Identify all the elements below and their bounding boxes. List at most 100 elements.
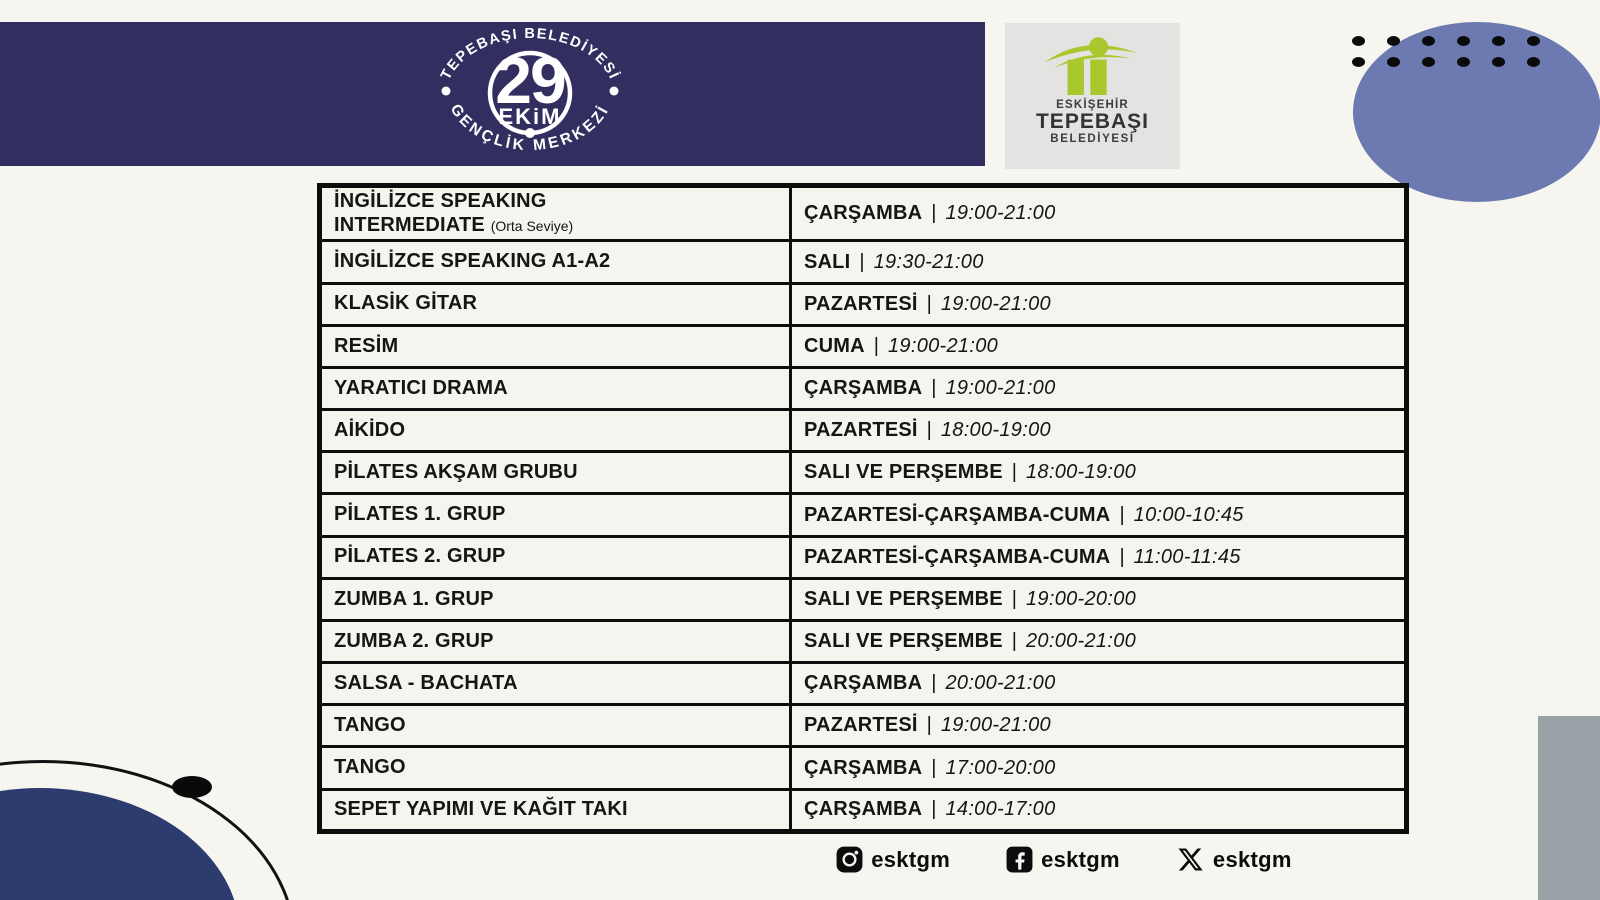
day-label: ÇARŞAMBA [804, 798, 923, 821]
day-label: PAZARTESİ [804, 714, 918, 737]
course-name: YARATICI DRAMA [334, 376, 508, 399]
time-label: 19:00-21:00 [945, 202, 1056, 225]
table-row: PİLATES 1. GRUP PAZARTESİ-ÇARŞAMBA-CUMA |… [318, 492, 1408, 538]
time-label: 19:00-21:00 [940, 714, 1051, 737]
municipality-figure-icon [1044, 37, 1138, 95]
separator: | [926, 292, 932, 315]
time-label: 20:00-21:00 [945, 672, 1056, 695]
day-label: CUMA [804, 334, 865, 357]
table-row: İNGİLİZCE SPEAKING A1-A2 SALI | 19:30-21:0… [318, 239, 1408, 285]
day-label: ÇARŞAMBA [804, 756, 923, 779]
course-cell: AİKİDO [318, 408, 792, 454]
course-cell: PİLATES 2. GRUP [318, 534, 792, 580]
badge-month: EKiM [499, 104, 562, 129]
table-row: PİLATES 2. GRUP PAZARTESİ-ÇARŞAMBA-CUMA |… [318, 534, 1408, 580]
day-time-cell: SALI | 19:30-21:00 [789, 239, 1408, 285]
time-label: 14:00-17:00 [945, 798, 1056, 821]
table-row: İNGİLİZCE SPEAKING INTERMEDIATE (Orta Se… [318, 183, 1408, 243]
day-time-cell: CUMA | 19:00-21:00 [789, 323, 1408, 369]
course-name: PİLATES 1. GRUP [334, 503, 506, 526]
table-row: KLASİK GİTAR PAZARTESİ | 19:00-21:00 [318, 281, 1408, 327]
orbit-dot-decoration [172, 776, 212, 798]
social-facebook: esktgm [1006, 846, 1120, 873]
time-label: 18:00-19:00 [940, 419, 1051, 442]
separator: | [931, 377, 937, 400]
course-name: TANGO [334, 714, 406, 737]
social-instagram: esktgm [836, 846, 950, 873]
course-name: SALSA - BACHATA [334, 671, 518, 694]
x-icon [1178, 848, 1203, 871]
course-cell: İNGİLİZCE SPEAKING INTERMEDIATE (Orta Se… [318, 183, 792, 243]
header-banner [0, 22, 985, 166]
badge-bottom-dot [525, 128, 535, 138]
day-label: ÇARŞAMBA [804, 202, 923, 225]
course-cell: SEPET YAPIMI VE KAĞIT TAKI [318, 787, 792, 834]
separator: | [859, 250, 865, 273]
time-label: 19:00-21:00 [940, 292, 1051, 315]
course-name: PİLATES AKŞAM GRUBU [334, 461, 578, 484]
municipality-word: BELEDİYESİ [1050, 133, 1135, 146]
badge-right-dot [609, 86, 619, 96]
course-note: (Orta Seviye) [490, 217, 574, 234]
day-time-cell: ÇARŞAMBA | 19:00-21:00 [789, 365, 1408, 412]
separator: | [1119, 503, 1125, 526]
schedule-table: İNGİLİZCE SPEAKING INTERMEDIATE (Orta Se… [317, 183, 1409, 834]
separator: | [1119, 545, 1125, 568]
course-cell: ZUMBA 2. GRUP [318, 618, 792, 665]
day-label: PAZARTESİ-ÇARŞAMBA-CUMA [804, 545, 1111, 568]
instagram-icon [836, 846, 863, 873]
separator: | [1011, 630, 1017, 653]
schedule-table-body: İNGİLİZCE SPEAKING INTERMEDIATE (Orta Se… [318, 183, 1408, 834]
badge-number: 29 [495, 43, 565, 117]
day-time-cell: SALI VE PERŞEMBE | 20:00-21:00 [789, 618, 1408, 665]
day-time-cell: PAZARTESİ-ÇARŞAMBA-CUMA | 10:00-10:45 [789, 492, 1408, 538]
badge-left-dot [441, 86, 451, 96]
course-cell: PİLATES 1. GRUP [318, 492, 792, 538]
day-time-cell: ÇARŞAMBA | 19:00-21:00 [789, 183, 1408, 243]
day-label: SALI VE PERŞEMBE [804, 630, 1003, 653]
day-label: SALI VE PERŞEMBE [804, 461, 1003, 484]
day-time-cell: ÇARŞAMBA | 14:00-17:00 [789, 787, 1408, 834]
municipality-name: TEPEBAŞI [1035, 110, 1150, 133]
day-time-cell: PAZARTESİ | 19:00-21:00 [789, 281, 1408, 327]
social-links-row: esktgm esktgm esktgm [767, 846, 1361, 873]
table-row: RESİM CUMA | 19:00-21:00 [318, 323, 1408, 369]
social-x: esktgm [1176, 846, 1292, 873]
course-name: ZUMBA 2. GRUP [334, 629, 494, 652]
day-time-cell: SALI VE PERŞEMBE | 18:00-19:00 [789, 450, 1408, 496]
course-name: SEPET YAPIMI VE KAĞIT TAKI [334, 798, 628, 821]
course-name: PİLATES 2. GRUP [334, 545, 506, 568]
separator: | [926, 419, 932, 442]
table-row: PİLATES AKŞAM GRUBU SALI VE PERŞEMBE | 18:… [318, 450, 1408, 496]
table-row: YARATICI DRAMA ÇARŞAMBA | 19:00-21:00 [318, 365, 1408, 412]
course-name: İNGİLİZCE SPEAKING A1-A2 [334, 250, 611, 273]
day-time-cell: SALI VE PERŞEMBE | 19:00-20:00 [789, 576, 1408, 622]
time-label: 19:30-21:00 [873, 250, 984, 273]
separator: | [931, 202, 937, 225]
instagram-handle: esktgm [871, 846, 951, 872]
course-name: KLASİK GİTAR [334, 292, 478, 315]
separator: | [931, 756, 937, 779]
day-time-cell: PAZARTESİ | 18:00-19:00 [789, 408, 1408, 454]
table-row: TANGO PAZARTESİ | 19:00-21:00 [318, 703, 1408, 749]
x-handle: esktgm [1212, 846, 1292, 872]
course-cell: SALSA - BACHATA [318, 661, 792, 707]
separator: | [1011, 461, 1017, 484]
table-row: ZUMBA 1. GRUP SALI VE PERŞEMBE | 19:00-20:… [318, 576, 1408, 622]
day-time-cell: ÇARŞAMBA | 20:00-21:00 [789, 661, 1408, 707]
separator: | [873, 334, 879, 357]
course-name: RESİM [334, 334, 399, 357]
time-label: 11:00-11:45 [1133, 545, 1241, 568]
time-label: 19:00-21:00 [888, 334, 999, 357]
day-time-cell: ÇARŞAMBA | 17:00-20:00 [789, 745, 1408, 791]
time-label: 20:00-21:00 [1026, 630, 1137, 653]
course-name: İNGİLİZCE SPEAKING INTERMEDIATE [334, 190, 547, 236]
table-row: SEPET YAPIMI VE KAĞIT TAKI ÇARŞAMBA | 14:0… [318, 787, 1408, 834]
day-label: ÇARŞAMBA [804, 672, 923, 695]
day-label: PAZARTESİ-ÇARŞAMBA-CUMA [804, 503, 1111, 526]
separator: | [926, 714, 932, 737]
day-time-cell: PAZARTESİ | 19:00-21:00 [789, 703, 1408, 749]
course-name: TANGO [334, 756, 406, 779]
facebook-handle: esktgm [1041, 846, 1120, 872]
